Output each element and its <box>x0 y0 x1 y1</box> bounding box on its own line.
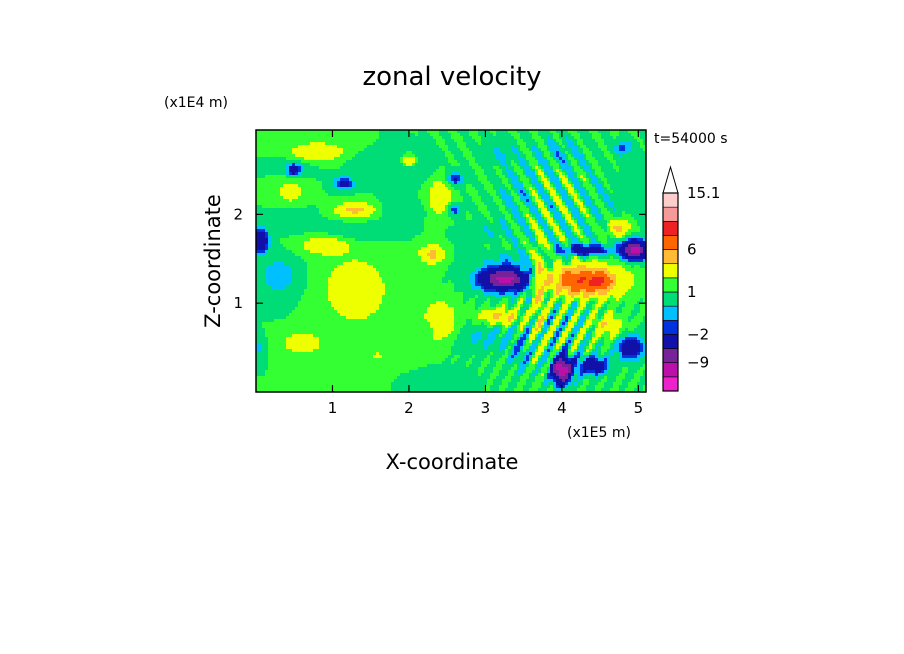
colorbar-segment <box>662 305 679 321</box>
colorbar: 15.1 6 1 −2 −9 <box>662 165 720 392</box>
colorbar-segment <box>662 249 679 265</box>
y-axis-ticks: 12 <box>233 205 646 312</box>
colorbar-extend-arrow <box>662 165 679 194</box>
colorbar-segment <box>662 206 679 222</box>
colorbar-segment <box>662 348 679 364</box>
chart-title: zonal velocity <box>362 62 541 92</box>
colorbar-frame <box>662 192 679 392</box>
x-tick-label: 1 <box>328 399 338 417</box>
colorbar-segment <box>662 319 679 335</box>
y-axis-label: Z-coordinate <box>201 194 225 328</box>
velocity-field <box>256 130 646 392</box>
colorbar-segment <box>662 362 679 378</box>
colorbar-segment <box>662 220 679 236</box>
colorbar-label: 15.1 <box>687 184 720 202</box>
x-unit-label: (x1E5 m) <box>567 425 631 441</box>
colorbar-segment <box>662 192 679 208</box>
x-tick-label: 3 <box>481 399 491 417</box>
colorbar-label: 6 <box>687 241 697 259</box>
x-tick-label: 5 <box>634 399 644 417</box>
y-tick-label: 1 <box>233 294 243 312</box>
y-unit-label: (x1E4 m) <box>164 95 228 111</box>
colorbar-segment <box>662 376 679 392</box>
plot-frame <box>255 129 647 393</box>
x-axis-label: X-coordinate <box>386 450 519 474</box>
y-tick-label: 2 <box>233 205 243 223</box>
colorbar-label: −2 <box>687 325 709 343</box>
colorbar-segment <box>662 291 679 307</box>
colorbar-segment <box>662 277 679 293</box>
x-tick-label: 2 <box>404 399 414 417</box>
colorbar-label: 1 <box>687 283 697 301</box>
x-axis-ticks: 1 2 3 4 5 <box>328 130 643 417</box>
colorbar-segment <box>662 235 679 250</box>
colorbar-segment <box>662 334 679 349</box>
colorbar-segment <box>662 263 679 279</box>
time-label: t=54000 s <box>654 131 728 147</box>
colorbar-label: −9 <box>687 354 709 372</box>
x-tick-label: 4 <box>557 399 567 417</box>
